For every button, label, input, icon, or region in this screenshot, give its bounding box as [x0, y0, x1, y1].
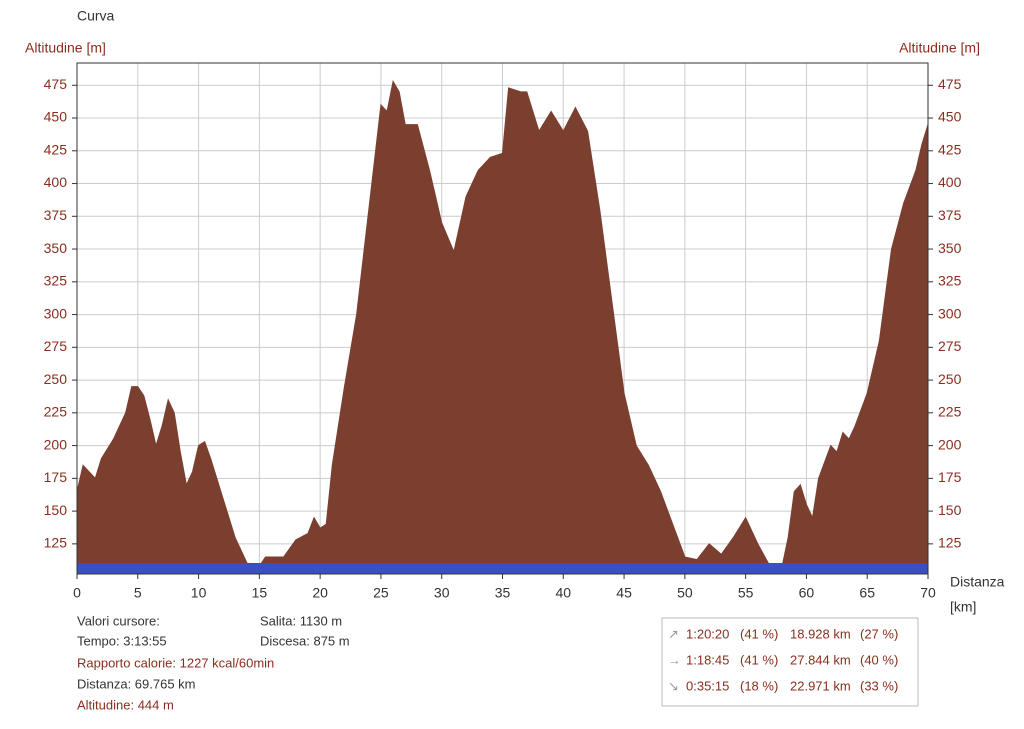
y-axis-label: Altitudine [m]: [25, 40, 106, 56]
info-time: Tempo: 3:13:55: [77, 633, 167, 648]
y-tick-label: 225: [44, 404, 68, 420]
x-axis-label: Distanza: [950, 574, 1005, 590]
icon-up: ↗: [668, 626, 679, 641]
x-tick-label: 25: [373, 585, 389, 601]
x-tick-label: 5: [134, 585, 142, 601]
y2-tick-label: 325: [938, 273, 962, 289]
y2-tick-label: 425: [938, 141, 962, 157]
y2-tick-label: 350: [938, 240, 962, 256]
x-tick-label: 30: [434, 585, 450, 601]
stats-cell: (40 %): [860, 652, 898, 667]
y2-tick-label: 475: [938, 76, 962, 92]
y-tick-label: 175: [44, 469, 68, 485]
stats-cell: 0:35:15: [686, 678, 729, 693]
y-tick-label: 350: [44, 240, 68, 256]
y2-tick-label: 125: [938, 535, 962, 551]
x-tick-label: 55: [738, 585, 754, 601]
track-bar: [77, 563, 928, 574]
y-tick-label: 425: [44, 141, 68, 157]
info-altitude: Altitudine: 444 m: [77, 697, 174, 712]
y-tick-label: 275: [44, 338, 68, 354]
plot-area: [76, 63, 929, 574]
y-tick-label: 250: [44, 371, 68, 387]
chart-title: Curva: [77, 8, 115, 24]
stats-cell: (41 %): [740, 626, 778, 641]
x-tick-label: 20: [312, 585, 328, 601]
y2-tick-label: 150: [938, 502, 962, 518]
stats-cell: (27 %): [860, 626, 898, 641]
stats-cell: 1:18:45: [686, 652, 729, 667]
x-tick-label: 10: [191, 585, 207, 601]
stats-box: [661, 617, 919, 707]
x-tick-label: 70: [920, 585, 936, 601]
y-tick-label: 125: [44, 535, 68, 551]
stats-cell: 1:20:20: [686, 626, 729, 641]
y2-tick-label: 375: [938, 207, 962, 223]
y-tick-label: 450: [44, 109, 68, 125]
y2-tick-label: 175: [938, 469, 962, 485]
info-distance: Distanza: 69.765 km: [77, 676, 196, 691]
elevation-area: [77, 81, 928, 574]
x-tick-label: 35: [495, 585, 511, 601]
stats-cell: (18 %): [740, 678, 778, 693]
y-tick-label: 325: [44, 273, 68, 289]
info-descent: Discesa: 875 m: [260, 633, 350, 648]
info-calories: Rapporto calorie: 1227 kcal/60min: [77, 655, 274, 670]
y2-tick-label: 400: [938, 174, 962, 190]
y-tick-label: 150: [44, 502, 68, 518]
elevation-line: [76, 79, 929, 567]
x-tick-label: 0: [73, 585, 81, 601]
y2-tick-label: 275: [938, 338, 962, 354]
y2-tick-label: 450: [938, 109, 962, 125]
info-ascent: Salita: 1130 m: [260, 613, 342, 628]
stats-cell: (33 %): [860, 678, 898, 693]
y2-tick-label: 225: [938, 404, 962, 420]
stats-cell: 18.928 km: [790, 626, 851, 641]
x-tick-label: 65: [859, 585, 875, 601]
y-tick-label: 300: [44, 305, 68, 321]
stats-cell: 27.844 km: [790, 652, 851, 667]
icon-flat: →: [668, 652, 681, 667]
x-tick-label: 45: [616, 585, 632, 601]
y2-tick-label: 200: [938, 436, 962, 452]
x-tick-label: 50: [677, 585, 693, 601]
y-tick-label: 475: [44, 76, 68, 92]
y2-axis-label: Altitudine [m]: [899, 40, 980, 56]
y-tick-label: 400: [44, 174, 68, 190]
info-header: Valori cursore:: [77, 613, 160, 628]
icon-down: ↘: [668, 678, 679, 693]
y-tick-label: 200: [44, 436, 68, 452]
x-tick-label: 40: [555, 585, 571, 601]
stats-cell: 22.971 km: [790, 678, 851, 693]
stats-cell: (41 %): [740, 652, 778, 667]
x-tick-label: 15: [252, 585, 268, 601]
y2-tick-label: 300: [938, 305, 962, 321]
y-tick-label: 375: [44, 207, 68, 223]
y2-tick-label: 250: [938, 371, 962, 387]
x-tick-label: 60: [799, 585, 815, 601]
x-axis-unit: [km]: [950, 599, 976, 615]
